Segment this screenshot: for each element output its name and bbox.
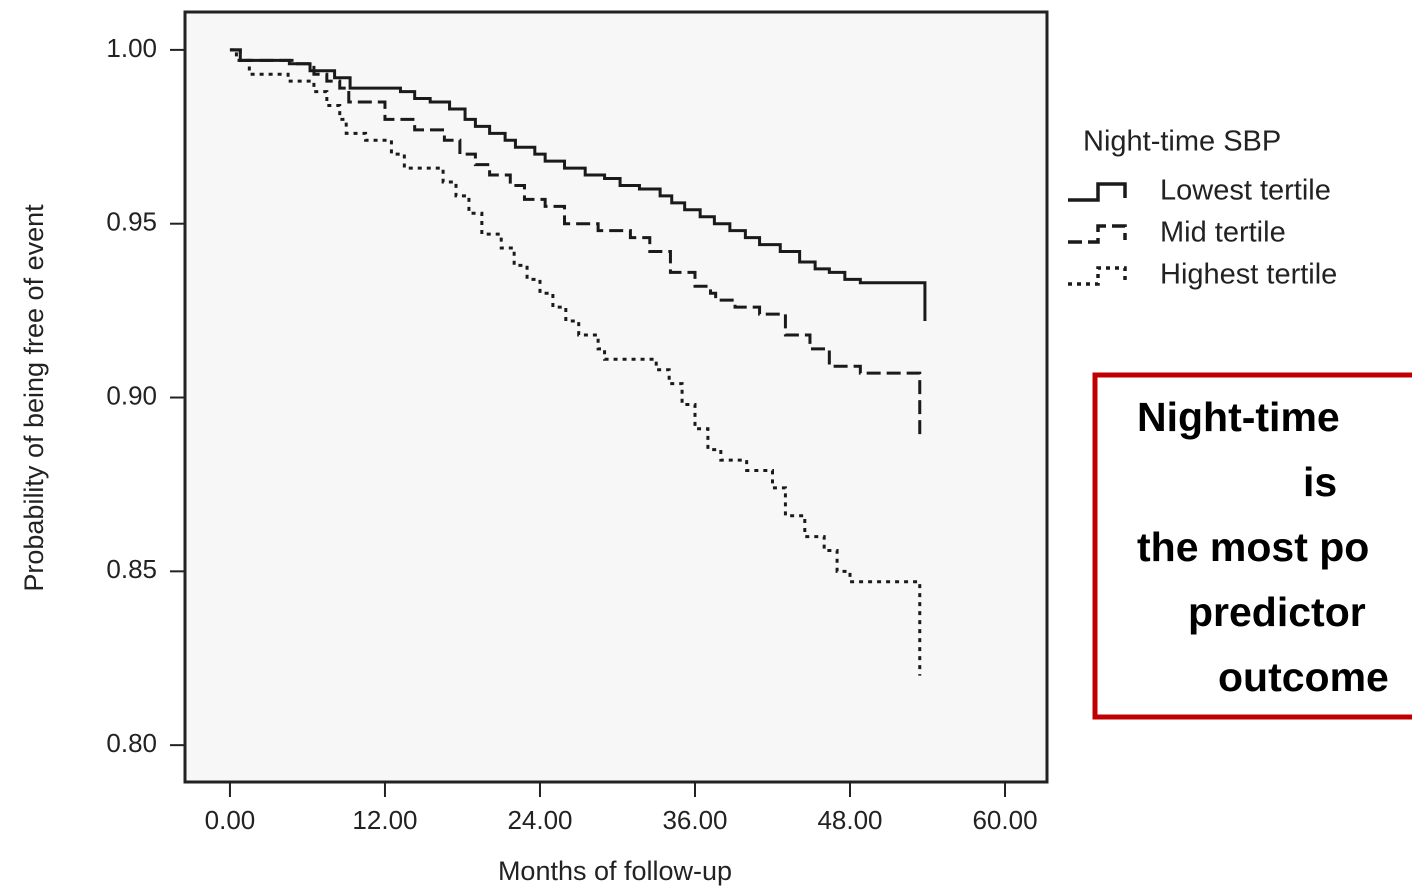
- annotation-box: [1092, 372, 1412, 720]
- x-tick-label: 36.00: [662, 805, 727, 835]
- legend-swatch: [1068, 182, 1127, 202]
- y-tick-label: 1.00: [106, 33, 157, 63]
- survival-curve: [229, 48, 922, 436]
- legend-swatch: [1068, 266, 1127, 286]
- annotation-text: outcome: [1218, 654, 1389, 700]
- survival-curve: [229, 48, 922, 676]
- legend-label: Highest tertile: [1160, 259, 1337, 291]
- legend-title: Night-time SBP: [1083, 126, 1281, 158]
- legend-label: Mid tertile: [1160, 217, 1286, 249]
- x-tick-label: 24.00: [507, 805, 572, 835]
- x-tick-label: 12.00: [352, 805, 417, 835]
- y-tick-label: 0.85: [106, 554, 157, 584]
- legend-label: Lowest tertile: [1160, 175, 1331, 207]
- annotation-text: predictor: [1188, 589, 1366, 635]
- y-tick-label: 0.90: [106, 380, 157, 410]
- annotation-text: Night-time: [1137, 394, 1340, 440]
- x-tick-label: 48.00: [817, 805, 882, 835]
- x-tick-label: 60.00: [972, 805, 1037, 835]
- annotation-text: is: [1303, 459, 1337, 505]
- plot-area: [185, 12, 1047, 782]
- y-axis-label: Probability of being free of event: [19, 204, 49, 592]
- y-tick-label: 0.80: [106, 728, 157, 758]
- survival-curve: [229, 48, 927, 322]
- annotation-text: the most po: [1137, 524, 1369, 570]
- y-tick-label: 0.95: [106, 207, 157, 237]
- x-axis-label: Months of follow-up: [498, 856, 732, 886]
- plot-frame: [183, 10, 1049, 784]
- legend-swatch: [1068, 224, 1127, 244]
- x-tick-label: 0.00: [205, 805, 256, 835]
